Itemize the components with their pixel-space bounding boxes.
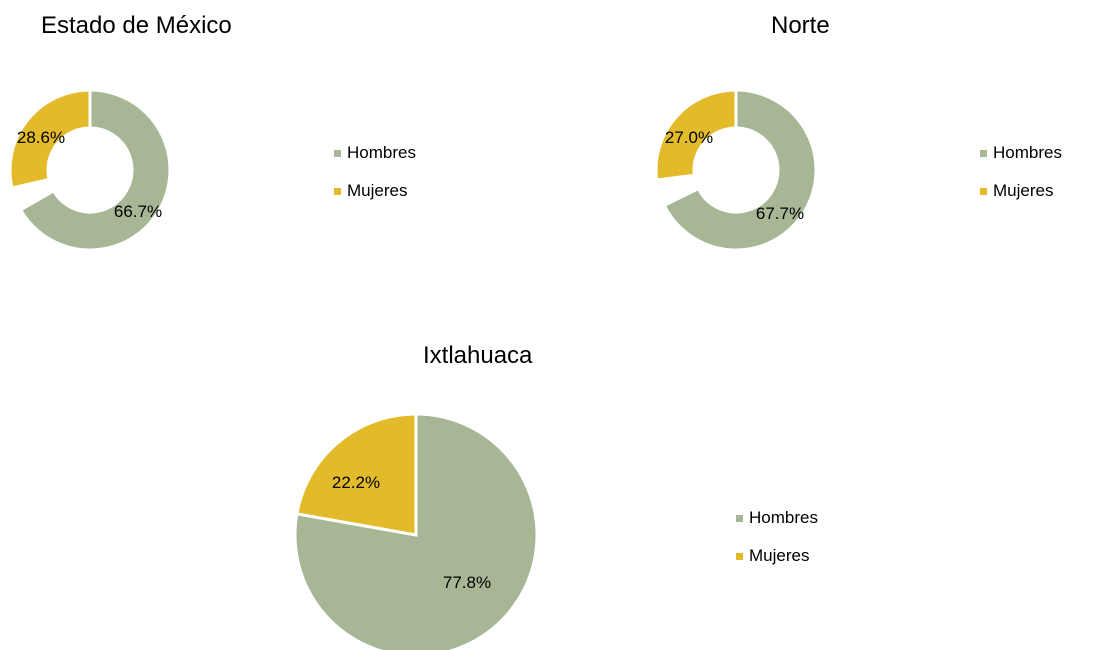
legend-item-mujeres: Mujeres [736,546,818,566]
legend-swatch-hombres [736,514,743,522]
data-label-mujeres: 27.0% [665,128,713,147]
slice-hombres [18,88,172,252]
data-label-hombres: 67.7% [756,204,804,223]
legend-swatch-mujeres [736,552,743,560]
legend-label-mujeres: Mujeres [347,181,408,200]
slice-mujeres [654,88,738,182]
data-label-hombres: 77.8% [443,573,491,592]
legend-label-mujeres: Mujeres [749,546,810,565]
slice-mujeres [8,88,92,190]
pie-chart-ixtlahuaca: 77.8% 22.2% [293,412,539,650]
legend-swatch-hombres [980,149,987,157]
legend: Hombres Mujeres [736,508,818,584]
data-label-hombres: 66.7% [114,202,162,221]
slice-hombres [662,88,818,252]
legend-item-mujeres: Mujeres [334,181,416,201]
legend-item-hombres: Hombres [980,143,1062,163]
chart-title: Norte [771,12,830,39]
chart-title: Ixtlahuaca [423,342,533,369]
slice-mujeres [295,412,418,537]
legend-label-hombres: Hombres [749,508,818,527]
data-label-mujeres: 22.2% [332,473,380,492]
legend-item-hombres: Hombres [334,143,416,163]
legend-label-mujeres: Mujeres [993,181,1054,200]
legend-swatch-hombres [334,149,341,157]
legend-swatch-mujeres [334,187,341,195]
legend: Hombres Mujeres [334,143,416,219]
chart-ixtlahuaca: Ixtlahuaca 77.8% 22.2% Hombres Mujeres [250,330,850,650]
legend-label-hombres: Hombres [993,143,1062,162]
legend: Hombres Mujeres [980,143,1062,219]
legend-item-mujeres: Mujeres [980,181,1062,201]
chart-estado-de-mexico: Estado de México 66.7% 28.6% Hombres Muj… [0,0,540,290]
donut-chart-estado-de-mexico: 66.7% 28.6% [8,88,172,252]
legend-label-hombres: Hombres [347,143,416,162]
chart-title: Estado de México [41,12,232,39]
donut-chart-norte: 67.7% 27.0% [654,88,818,252]
legend-swatch-mujeres [980,187,987,195]
data-label-mujeres: 28.6% [17,128,65,147]
chart-norte: Norte 67.7% 27.0% Hombres Mujeres [600,0,1093,290]
legend-item-hombres: Hombres [736,508,818,528]
